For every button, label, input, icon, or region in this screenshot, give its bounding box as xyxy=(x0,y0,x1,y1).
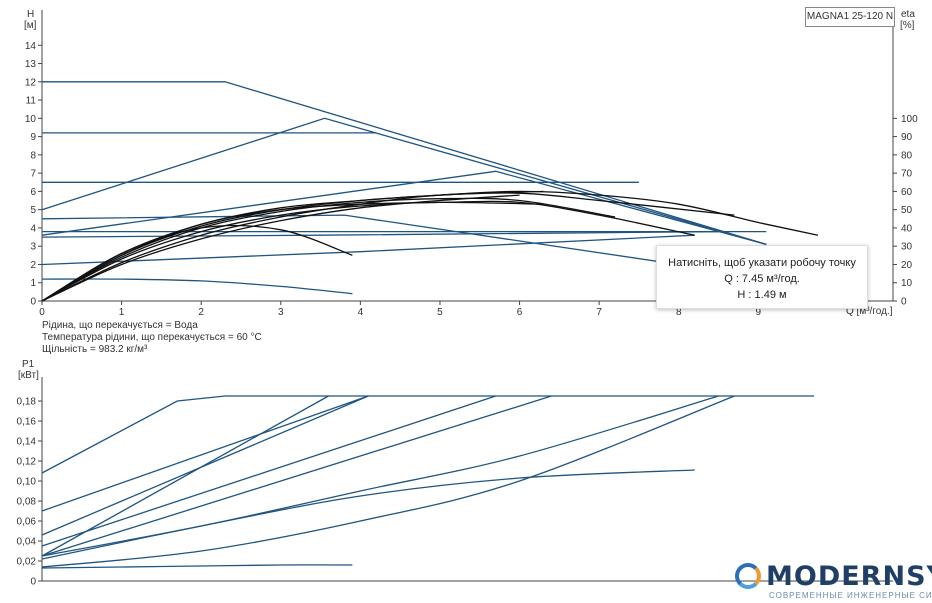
note-liquid: Рідина, що перекачується = Вода xyxy=(42,320,198,331)
head-tick-label: 0 xyxy=(30,297,36,308)
y-axis-unit: [м] xyxy=(24,20,37,31)
tooltip-instruction: Натисніть, щоб указати робочу точку xyxy=(668,257,856,269)
flow-tick-label: 3 xyxy=(278,307,284,318)
head-tick-label: 7 xyxy=(30,169,36,180)
tooltip-head: H : 1.49 м xyxy=(737,289,787,301)
eta-tick-label: 40 xyxy=(901,223,913,234)
head-tick-label: 11 xyxy=(26,96,37,107)
eta-tick-label: 10 xyxy=(901,278,913,289)
note-temperature: Температура рідини, що перекачується = 6… xyxy=(42,332,262,343)
y-axis-label: H xyxy=(27,9,34,20)
eta-tick-label: 60 xyxy=(901,187,913,198)
flow-tick-label: 6 xyxy=(517,307,523,318)
head-tick-label: 13 xyxy=(25,59,37,70)
eta-tick-label: 50 xyxy=(901,205,913,216)
power-tick-label: 0,12 xyxy=(17,457,37,468)
power-tick-label: 0,16 xyxy=(17,417,37,428)
head-chart-axes: 0123456789101112131401020304050607080901… xyxy=(25,10,918,318)
head-tick-label: 14 xyxy=(25,41,37,52)
head-tick-label: 5 xyxy=(30,205,36,216)
power-chart-axes: 0 0,02 0,04 0,06 0,08 0,10 0,12 0,14 0,16 0,18 xyxy=(17,377,893,588)
head-curve xyxy=(41,230,727,238)
power-tick-label: 0 xyxy=(30,577,36,588)
head-curve xyxy=(42,81,767,246)
operating-point-tooltip[interactable]: Натисніть, щоб указати робочу точку Q : … xyxy=(656,245,868,309)
head-curve xyxy=(41,117,767,246)
logo-name: MODERNSYS xyxy=(766,561,932,592)
note-density: Щільність = 983.2 кг/м³ xyxy=(42,344,148,355)
efficiency-curve xyxy=(41,201,544,302)
pump-model-label: MAGNA1 25-120 N xyxy=(805,7,895,27)
power-tick-label: 0,02 xyxy=(17,557,37,568)
logo-ring-icon xyxy=(735,563,761,589)
head-chart-curves[interactable] xyxy=(41,81,819,302)
head-tick-label: 8 xyxy=(30,150,36,161)
power-curve xyxy=(41,395,552,557)
eta-tick-label: 80 xyxy=(901,150,913,161)
eta-tick-label: 0 xyxy=(901,297,907,308)
flow-tick-label: 8 xyxy=(676,307,682,318)
power-curve xyxy=(41,395,329,557)
power-curve xyxy=(41,395,496,547)
y2-axis-label: eta xyxy=(901,9,915,20)
efficiency-curve xyxy=(41,194,520,302)
power-curve xyxy=(41,395,719,557)
power-curve xyxy=(41,469,695,560)
head-tick-label: 9 xyxy=(30,132,36,143)
power-curve xyxy=(41,395,369,512)
power-chart-curves[interactable] xyxy=(41,395,814,569)
power-tick-label: 0,18 xyxy=(17,397,37,408)
power-curve xyxy=(41,395,735,568)
flow-tick-label: 4 xyxy=(358,307,364,318)
flow-tick-label: 5 xyxy=(437,307,443,318)
head-tick-label: 10 xyxy=(25,114,37,125)
head-tick-label: 3 xyxy=(30,242,36,253)
y2-axis-unit: [%] xyxy=(900,20,915,31)
tooltip-flow: Q : 7.45 м³/год. xyxy=(724,273,800,285)
head-tick-label: 4 xyxy=(30,223,36,234)
head-tick-label: 2 xyxy=(30,260,36,271)
eta-tick-label: 70 xyxy=(901,169,913,180)
power-curve xyxy=(41,564,353,569)
flow-tick-label: 9 xyxy=(756,307,762,318)
modernsys-logo: MODERNSYS СОВРЕМЕННЫЕ ИНЖЕНЕРНЫЕ СИСТЕМЫ xyxy=(733,560,932,600)
power-axis-unit: [кВт] xyxy=(18,370,39,381)
power-tick-label: 0,08 xyxy=(17,497,37,508)
head-curve xyxy=(41,234,695,266)
head-curve xyxy=(41,170,767,246)
efficiency-curve xyxy=(41,197,616,302)
efficiency-curve xyxy=(41,190,544,302)
power-axis-label: P1 xyxy=(22,359,35,370)
flow-tick-label: 1 xyxy=(119,307,125,318)
head-curve xyxy=(41,214,679,266)
head-tick-label: 1 xyxy=(30,278,36,289)
flow-tick-label: 2 xyxy=(198,307,204,318)
flow-tick-label: 7 xyxy=(596,307,602,318)
head-tick-label: 6 xyxy=(30,187,36,198)
efficiency-curve xyxy=(41,224,353,302)
eta-tick-label: 30 xyxy=(901,242,913,253)
head-tick-label: 12 xyxy=(25,77,37,88)
power-tick-label: 0,10 xyxy=(17,477,37,488)
eta-tick-label: 100 xyxy=(901,114,918,125)
head-curve xyxy=(41,278,353,295)
eta-tick-label: 90 xyxy=(901,132,913,143)
power-tick-label: 0,06 xyxy=(17,517,37,528)
logo-tagline: СОВРЕМЕННЫЕ ИНЖЕНЕРНЫЕ СИСТЕМЫ xyxy=(769,591,932,600)
x-axis-label: Q [м³/год.] xyxy=(846,306,893,317)
power-tick-label: 0,04 xyxy=(17,537,37,548)
eta-tick-label: 20 xyxy=(901,260,913,271)
flow-tick-label: 0 xyxy=(39,307,45,318)
power-curve xyxy=(41,395,814,474)
power-tick-label: 0,14 xyxy=(17,437,37,448)
